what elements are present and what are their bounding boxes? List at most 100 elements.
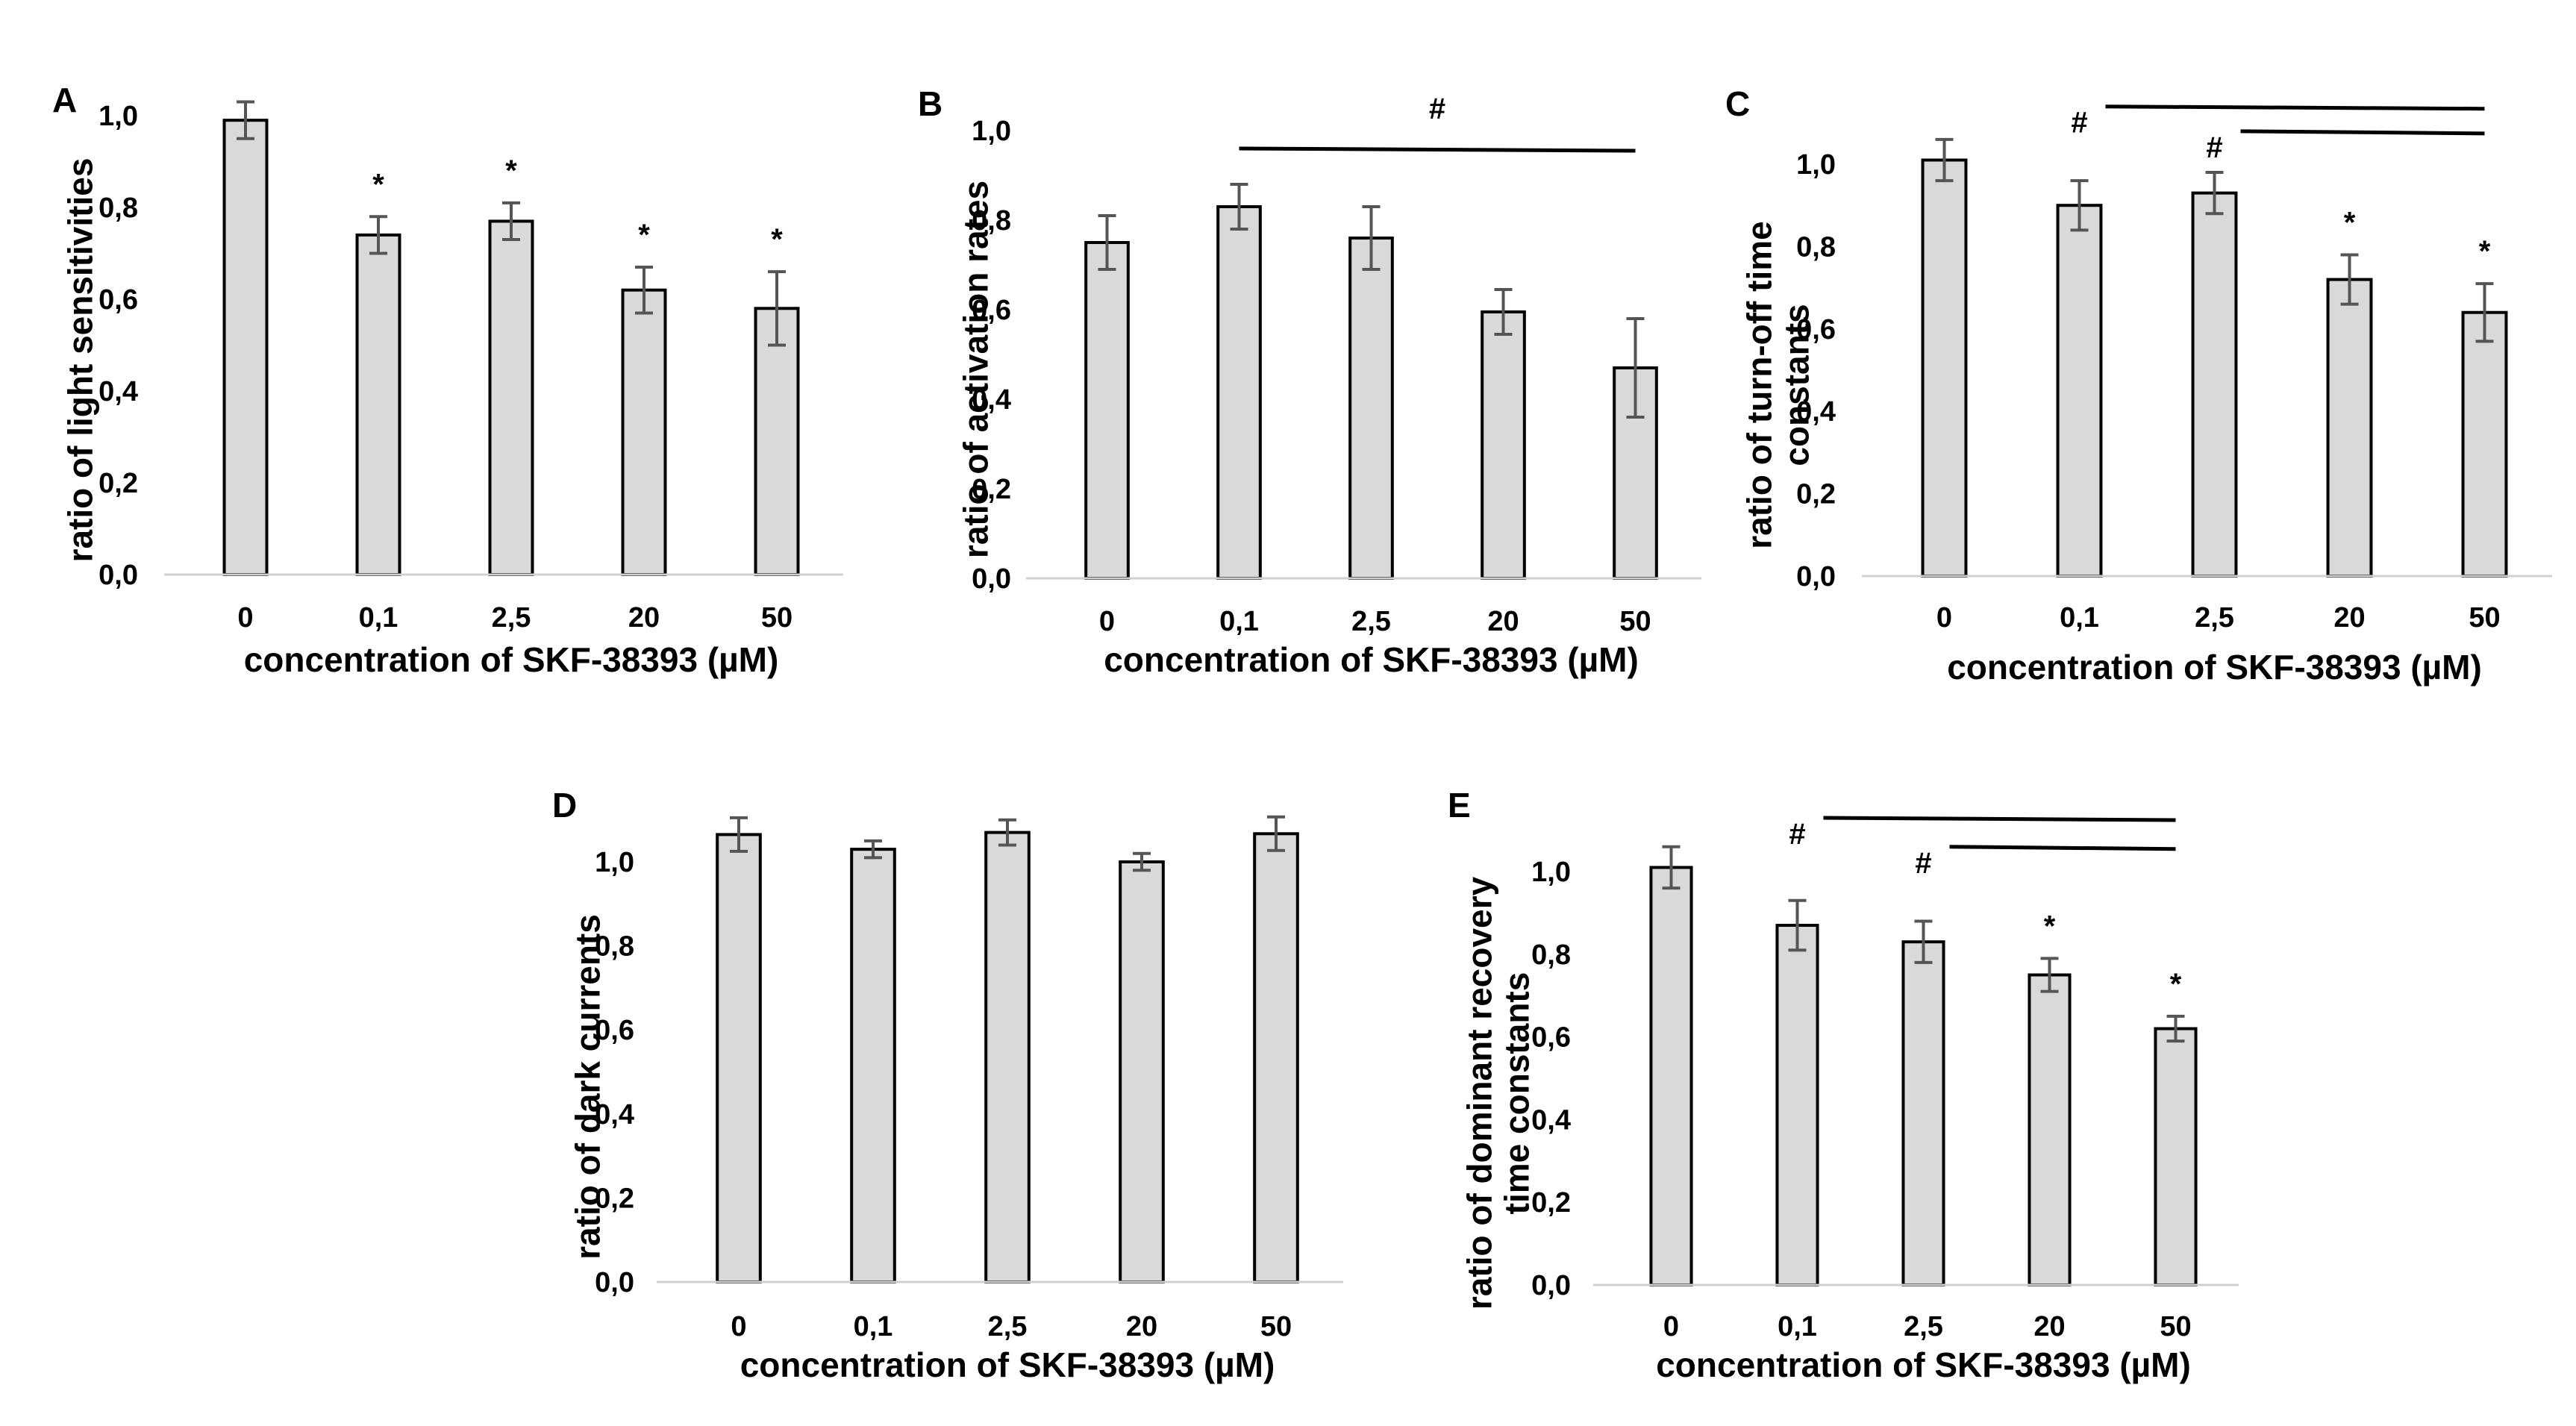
- x-axis-title: concentration of SKF-38393 (µM): [1947, 648, 2482, 687]
- x-tick-label: 0,1: [2060, 602, 2099, 634]
- y-axis-title: ratio of turn-off time: [1740, 221, 1779, 549]
- bar: [1348, 237, 1394, 580]
- x-tick-label: 2,5: [988, 1311, 1028, 1342]
- y-tick-label: 0,8: [595, 931, 634, 963]
- x-tick-label: 0: [237, 602, 253, 634]
- y-tick-label: 0,0: [1796, 561, 1836, 592]
- bar: [1119, 860, 1165, 1283]
- bar: [488, 219, 534, 576]
- y-tick-label: 0,2: [99, 468, 138, 499]
- panel-label: E: [1448, 786, 1471, 825]
- x-tick-label: 0,1: [359, 602, 398, 634]
- x-tick-label: 0,1: [854, 1311, 893, 1342]
- x-tick-label: 0: [1663, 1311, 1679, 1342]
- y-axis-title: ratio of light sensitivities: [61, 158, 100, 563]
- y-axis-title: ratio of dark currents: [569, 914, 607, 1260]
- y-tick-label: 0,4: [1531, 1104, 1571, 1136]
- bar: [716, 833, 762, 1283]
- significance-asterisk: *: [2044, 910, 2056, 942]
- x-tick-label: 20: [2033, 1311, 2065, 1342]
- y-tick-label: 0,4: [595, 1099, 634, 1131]
- y-tick-label: 0,2: [595, 1183, 634, 1214]
- significance-bracket: [1823, 816, 2176, 822]
- bar: [1216, 205, 1262, 580]
- y-tick-label: 0,6: [972, 295, 1011, 326]
- panel-label: B: [918, 84, 942, 123]
- x-tick-label: 2,5: [2195, 602, 2234, 634]
- y-axis-title: ratio of dominant recovery: [1460, 876, 1499, 1310]
- bar: [2028, 973, 2072, 1286]
- y-tick-label: 0,8: [1531, 939, 1571, 971]
- x-tick-label: 50: [1260, 1311, 1292, 1342]
- x-tick-label: 50: [761, 602, 793, 634]
- x-tick-label: 2,5: [1351, 606, 1391, 637]
- significance-hash: #: [1429, 93, 1445, 125]
- x-tick-label: 2,5: [492, 602, 531, 634]
- bar: [1253, 832, 1299, 1284]
- x-tick-label: 50: [2469, 602, 2500, 634]
- x-tick-label: 20: [628, 602, 660, 634]
- y-tick-label: 0,6: [99, 284, 138, 316]
- significance-hash: #: [1789, 818, 1805, 851]
- y-tick-label: 0,4: [972, 384, 1011, 416]
- y-tick-label: 1,0: [1531, 857, 1571, 888]
- bar: [222, 119, 269, 576]
- significance-asterisk: *: [505, 154, 517, 187]
- y-tick-label: 0,8: [972, 205, 1011, 237]
- bar: [2154, 1027, 2198, 1286]
- y-tick-label: 1,0: [1796, 149, 1836, 181]
- y-axis-title: time constants: [1498, 972, 1536, 1215]
- y-tick-label: 1,0: [972, 116, 1011, 147]
- y-tick-label: 0,6: [595, 1015, 634, 1046]
- bar: [2326, 278, 2373, 578]
- y-tick-label: 0,4: [1796, 396, 1836, 428]
- y-tick-label: 0,8: [99, 193, 138, 224]
- significance-bracket: [2240, 129, 2485, 136]
- bar: [621, 288, 667, 576]
- y-tick-label: 0,8: [1796, 231, 1836, 263]
- bar: [2191, 191, 2238, 578]
- y-tick-label: 0,0: [972, 563, 1011, 595]
- y-tick-label: 0,2: [972, 474, 1011, 505]
- x-axis-title: concentration of SKF-38393 (µM): [244, 640, 779, 679]
- x-tick-label: 2,5: [1904, 1311, 1943, 1342]
- x-tick-label: 0,1: [1778, 1311, 1817, 1342]
- bar: [2056, 204, 2103, 578]
- y-axis-title: constants: [1778, 304, 1816, 466]
- x-tick-label: 0,1: [1219, 606, 1259, 637]
- y-tick-label: 0,6: [1796, 314, 1836, 345]
- x-axis-title: concentration of SKF-38393 (µM): [1656, 1345, 2191, 1384]
- bar: [1084, 241, 1130, 580]
- bar: [2461, 310, 2508, 578]
- x-axis-title: concentration of SKF-38393 (µM): [1104, 640, 1639, 679]
- significance-bracket: [2105, 104, 2485, 111]
- significance-asterisk: *: [2344, 206, 2356, 239]
- panel-label: C: [1725, 84, 1750, 123]
- y-tick-label: 0,2: [1531, 1187, 1571, 1219]
- bar: [984, 831, 1031, 1283]
- significance-asterisk: *: [771, 223, 783, 256]
- bar: [850, 848, 896, 1284]
- bar: [1775, 924, 1819, 1287]
- bar: [1649, 866, 1693, 1286]
- significance-asterisk: *: [2479, 235, 2491, 268]
- significance-hash: #: [2071, 107, 2087, 140]
- x-tick-label: 20: [1126, 1311, 1157, 1342]
- y-tick-label: 0,6: [1531, 1022, 1571, 1054]
- bar: [1481, 310, 1526, 580]
- x-tick-label: 0: [1099, 606, 1115, 637]
- x-tick-label: 20: [2333, 602, 2365, 634]
- significance-asterisk: *: [2170, 968, 2182, 1001]
- y-tick-label: 0,0: [1531, 1270, 1571, 1301]
- significance-hash: #: [2206, 131, 2222, 164]
- y-tick-label: 1,0: [99, 101, 138, 132]
- x-tick-label: 20: [1487, 606, 1519, 637]
- x-tick-label: 0: [731, 1311, 746, 1342]
- y-tick-label: 0,4: [99, 376, 138, 407]
- significance-bracket: [1239, 146, 1636, 153]
